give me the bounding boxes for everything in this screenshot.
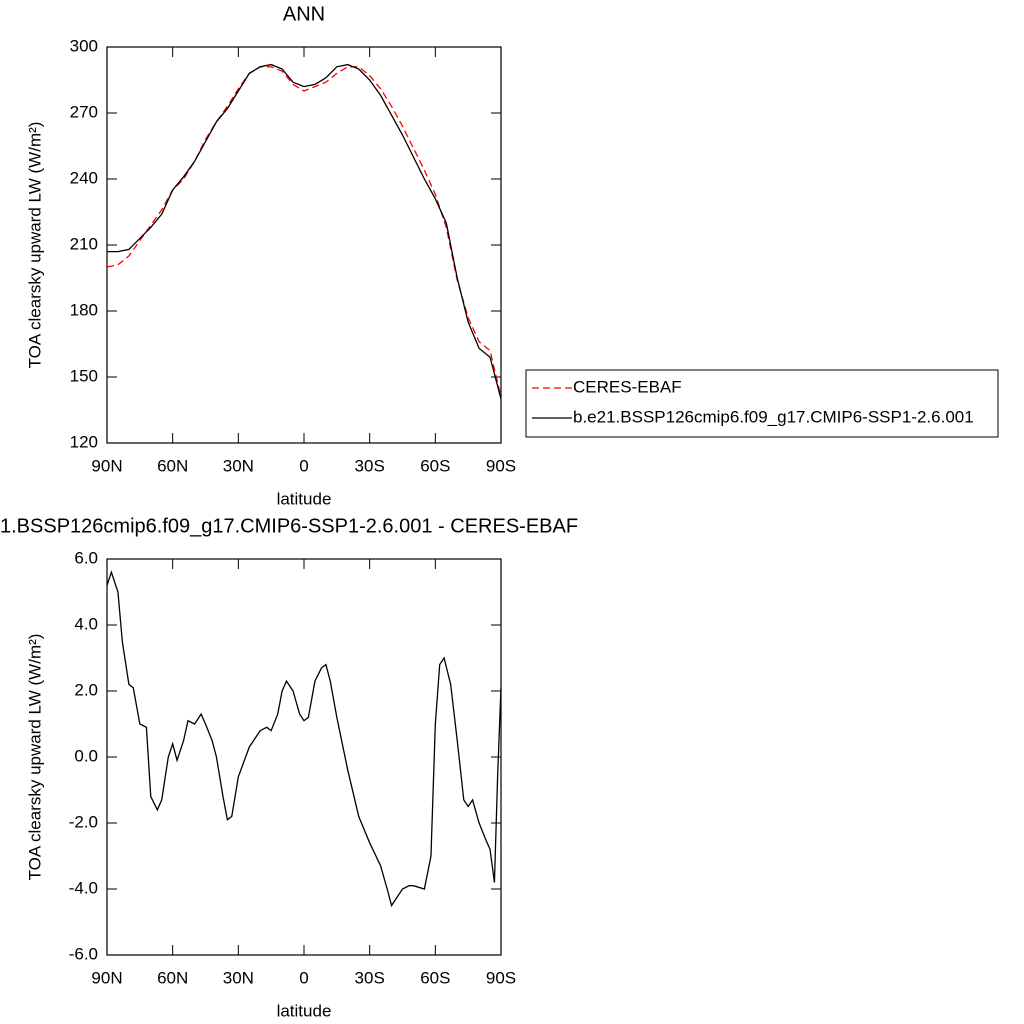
x-tick-label: 90N [91, 968, 122, 987]
x-axis-label: latitude [277, 489, 332, 508]
x-tick-label: 30N [223, 968, 254, 987]
x-tick-label: 90N [91, 456, 122, 475]
data-line [107, 63, 502, 400]
legend-label: CERES-EBAF [573, 377, 682, 396]
x-axis-label: latitude [277, 1001, 332, 1020]
y-tick-label: 270 [70, 102, 98, 121]
y-tick-label: 240 [70, 168, 98, 187]
x-tick-label: 30S [355, 968, 385, 987]
chart-title: ANN [283, 3, 325, 25]
x-tick-label: 60N [157, 456, 188, 475]
legend-box [525, 369, 999, 438]
y-tick-label: -2.0 [69, 812, 98, 831]
plot-frame [106, 46, 502, 444]
y-axis-label: TOA clearsky upward LW (W/m²) [25, 634, 44, 881]
y-axis-label: TOA clearsky upward LW (W/m²) [25, 122, 44, 369]
y-tick-label: 120 [70, 432, 98, 451]
y-tick-label: -4.0 [69, 878, 98, 897]
y-tick-label: 180 [70, 300, 98, 319]
y-tick-label: 150 [70, 366, 98, 385]
x-tick-label: 0 [299, 968, 308, 987]
data-line [106, 66, 502, 397]
y-tick-label: 2.0 [74, 680, 98, 699]
x-tick-label: 60S [420, 968, 450, 987]
x-tick-label: 60N [157, 968, 188, 987]
x-tick-label: 90S [486, 968, 516, 987]
x-tick-label: 60S [420, 456, 450, 475]
data-line [106, 570, 502, 908]
y-tick-label: -6.0 [69, 944, 98, 963]
y-tick-label: 6.0 [74, 548, 98, 567]
y-tick-label: 4.0 [74, 614, 98, 633]
chart-title: 1.BSSP126cmip6.f09_g17.CMIP6-SSP1-2.6.00… [0, 515, 578, 537]
x-tick-label: 90S [486, 456, 516, 475]
y-tick-label: 300 [70, 36, 98, 55]
x-tick-label: 30S [355, 456, 385, 475]
x-tick-label: 0 [299, 456, 308, 475]
x-tick-label: 30N [223, 456, 254, 475]
plot-frame [106, 558, 502, 956]
y-tick-label: 0.0 [74, 746, 98, 765]
legend-label: b.e21.BSSP126cmip6.f09_g17.CMIP6-SSP1-2.… [573, 407, 974, 426]
y-tick-label: 210 [70, 234, 98, 253]
